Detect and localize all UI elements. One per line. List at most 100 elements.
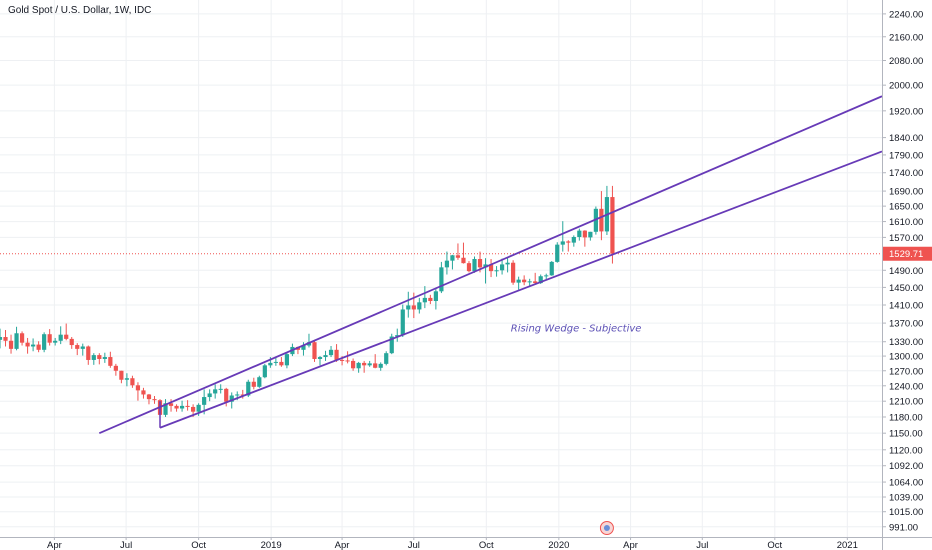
candle-up [483, 258, 488, 284]
candle-body [0, 337, 3, 340]
x-tick-label: Oct [479, 540, 494, 550]
candle-body [213, 389, 218, 394]
candle-body [113, 365, 118, 371]
candle-down [36, 341, 41, 353]
candle-body [312, 342, 317, 359]
candle-down [533, 272, 538, 284]
chart-title: Gold Spot / U.S. Dollar, 1W, IDC [8, 5, 152, 16]
candle-body [494, 270, 499, 272]
candle-down [251, 377, 256, 390]
candle-body [384, 353, 389, 364]
candle-down [8, 334, 14, 354]
candle-up [555, 242, 560, 263]
candle-up [213, 384, 218, 399]
y-tick-label: 2160.00 [889, 32, 923, 43]
candle-body [533, 281, 538, 284]
candle-down [279, 357, 284, 367]
candle-down [152, 396, 157, 404]
y-tick-label: 1610.00 [889, 217, 923, 228]
candle-body [571, 236, 576, 243]
candle-down [455, 243, 461, 260]
candle-up [356, 361, 361, 373]
candle-body [19, 333, 25, 343]
candle-up [395, 328, 400, 342]
y-tick-label: 1180.00 [889, 412, 923, 423]
candle-body [3, 337, 8, 341]
candle-down [461, 242, 466, 264]
x-tick-label: 2020 [548, 540, 569, 550]
candle-body [146, 394, 152, 400]
candle-body [488, 264, 494, 272]
candle-down [3, 330, 8, 347]
candle-up [42, 332, 47, 353]
candle-body [516, 279, 521, 283]
candle-up [389, 333, 394, 355]
candle-body [80, 346, 85, 349]
candle-up [499, 258, 505, 275]
candle-down [19, 331, 25, 346]
y-tick-label: 1039.00 [889, 493, 923, 504]
candle-body [505, 262, 510, 265]
candle-body [455, 255, 461, 258]
x-axis-bg [0, 537, 882, 550]
candle-down [488, 258, 494, 278]
candle-body [483, 264, 488, 268]
candle-body [262, 365, 267, 378]
y-tick-label: 1120.00 [889, 445, 923, 456]
candle-down [130, 375, 135, 388]
candle-body [461, 257, 466, 264]
y-axis[interactable]: 991.00 1015.00 1039.00 1064.00 1092.00 1120.0… [882, 0, 932, 550]
y-axis-bg [882, 0, 932, 550]
logo-center [603, 525, 610, 531]
candle-up [422, 286, 427, 309]
candle-body [466, 263, 472, 272]
candle-body [108, 357, 113, 366]
candle-body [25, 342, 30, 347]
candle-body [168, 403, 174, 406]
candle-down [373, 354, 378, 369]
candle-body [235, 394, 240, 396]
candle-body [179, 405, 185, 409]
candle-body [334, 349, 339, 360]
candle-body [14, 333, 19, 349]
candle-body [450, 255, 455, 261]
candle-up [494, 266, 499, 277]
candle-up [317, 356, 323, 366]
candle-down [174, 404, 179, 412]
candle-body [91, 355, 96, 360]
x-tick-label: Oct [767, 540, 782, 550]
current-price-tag: 1529.71 [883, 246, 932, 261]
candle-down [86, 345, 91, 365]
candle-up [472, 256, 477, 273]
x-tick-label: Jul [408, 540, 420, 550]
candle-body [279, 361, 284, 366]
candle-body [555, 244, 560, 262]
candle-body [599, 208, 604, 232]
candle-body [323, 355, 328, 358]
candle-body [240, 394, 245, 396]
y-tick-label: 1650.00 [889, 202, 923, 213]
candle-up [384, 351, 389, 366]
candle-up [378, 362, 383, 371]
x-tick-label: Jul [696, 540, 708, 550]
candle-up [53, 337, 58, 346]
candle-up [328, 345, 334, 358]
candle-body [417, 302, 422, 310]
candle-down [75, 343, 80, 356]
candle-up [505, 257, 510, 273]
candle-down [119, 370, 124, 384]
candle-up [218, 384, 223, 394]
candle-up [544, 273, 549, 280]
candle-body [268, 362, 273, 366]
candle-body [378, 363, 383, 368]
candle-body [472, 258, 477, 272]
candle-body [527, 281, 532, 283]
candle-down [25, 337, 30, 354]
candle-down [108, 351, 113, 368]
candle-body [560, 241, 565, 245]
y-tick-label: 1240.00 [889, 381, 923, 392]
x-axis[interactable]: Apr Jul Oct 2019 Apr Jul Oct 2020 Apr Jul Oct 2021 [0, 537, 932, 550]
y-tick-label: 1330.00 [889, 337, 923, 348]
candle-body [152, 399, 157, 401]
